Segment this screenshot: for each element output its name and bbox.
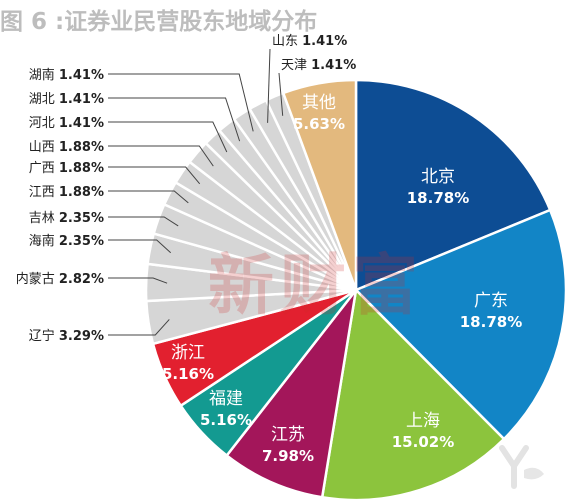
leader-line	[108, 319, 170, 336]
pie-slice	[354, 78, 552, 292]
outside-slice-label: 吉林 2.35%	[29, 211, 104, 226]
outside-slice-label: 辽宁 3.29%	[29, 328, 104, 344]
slice-category-label: 福建	[209, 389, 243, 409]
slice-category-label: 上海	[406, 411, 440, 431]
watermark: 新财富	[208, 246, 424, 324]
outside-slice-label: 湖北 1.41%	[29, 92, 104, 107]
outside-slice-label: 广西 1.88%	[29, 161, 104, 176]
slice-labels: 北京 18.78% 广东 18.78% 上海 15.02% 江苏 7.98% 福建 5.16% 浙江…	[16, 34, 522, 465]
pie-slice	[320, 287, 506, 500]
outside-slice-label: 山西 1.88%	[29, 140, 104, 155]
slice-category-label: 浙江	[171, 343, 205, 363]
leader-line	[108, 121, 228, 153]
slice-category-label: 其他	[302, 93, 336, 113]
outside-slice-label: 湖南 1.41%	[29, 67, 104, 83]
outside-slice-label: 山东 1.41%	[272, 34, 347, 49]
outside-slice-label: 内蒙古 2.82%	[16, 271, 104, 287]
leader-line	[278, 72, 284, 116]
slice-value-label: 15.02%	[392, 433, 454, 451]
slice-category-label: 北京	[421, 167, 455, 187]
pie-slices	[144, 78, 568, 500]
leader-line	[108, 277, 168, 284]
leader-line	[108, 145, 214, 167]
outside-slice-label: 江西 1.88%	[29, 185, 104, 200]
pie-slice	[224, 289, 358, 499]
slice-value-label: 5.63%	[293, 115, 345, 133]
slice-value-label: 7.98%	[262, 447, 314, 465]
leader-line	[108, 216, 179, 227]
leader-line	[108, 73, 254, 132]
leader-line	[108, 97, 241, 142]
leader-line	[108, 239, 172, 254]
pie-slice	[353, 208, 568, 441]
leader-lines	[108, 48, 284, 336]
chart-title: 图 6 :证券业民营股东地域分布	[0, 9, 318, 35]
slice-category-label: 江苏	[271, 425, 305, 445]
slice-category-label: 广东	[474, 291, 508, 311]
slice-value-label: 18.78%	[460, 313, 522, 331]
pie-slice	[281, 78, 358, 291]
slice-value-label: 5.16%	[162, 365, 214, 383]
outside-slice-label: 天津 1.41%	[281, 58, 356, 73]
slice-value-label: 5.16%	[200, 411, 252, 429]
leader-line	[108, 166, 201, 185]
outside-slice-label: 海南 2.35%	[29, 233, 104, 249]
logo-icon	[499, 445, 544, 489]
outside-slice-label: 河北 1.41%	[29, 116, 104, 131]
leader-line	[108, 190, 189, 204]
slice-value-label: 18.78%	[407, 189, 469, 207]
leader-line	[267, 48, 271, 123]
